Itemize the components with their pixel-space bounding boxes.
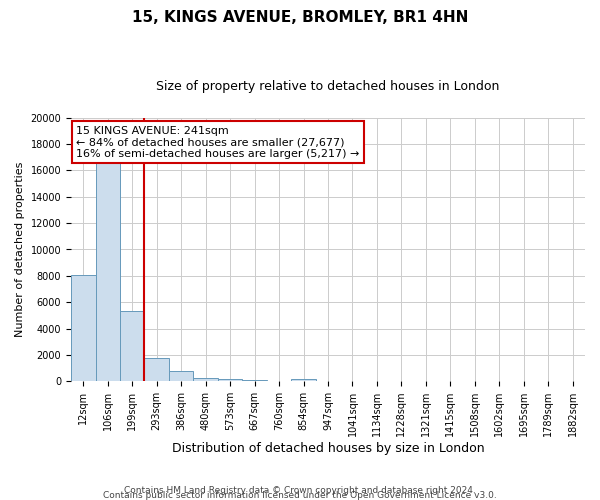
Bar — [292, 380, 316, 381]
Bar — [193, 378, 218, 381]
Bar — [120, 312, 145, 381]
Title: Size of property relative to detached houses in London: Size of property relative to detached ho… — [157, 80, 500, 93]
Bar — [95, 162, 120, 381]
Bar — [169, 372, 193, 381]
Bar — [145, 358, 169, 381]
Y-axis label: Number of detached properties: Number of detached properties — [15, 162, 25, 337]
Bar — [267, 380, 292, 381]
Text: 15, KINGS AVENUE, BROMLEY, BR1 4HN: 15, KINGS AVENUE, BROMLEY, BR1 4HN — [132, 10, 468, 25]
Text: 15 KINGS AVENUE: 241sqm
← 84% of detached houses are smaller (27,677)
16% of sem: 15 KINGS AVENUE: 241sqm ← 84% of detache… — [76, 126, 359, 159]
Text: Contains public sector information licensed under the Open Government Licence v3: Contains public sector information licen… — [103, 490, 497, 500]
Text: Contains HM Land Registry data © Crown copyright and database right 2024.: Contains HM Land Registry data © Crown c… — [124, 486, 476, 495]
Bar — [218, 379, 242, 381]
Bar — [242, 380, 267, 381]
X-axis label: Distribution of detached houses by size in London: Distribution of detached houses by size … — [172, 442, 484, 455]
Bar — [71, 274, 95, 381]
